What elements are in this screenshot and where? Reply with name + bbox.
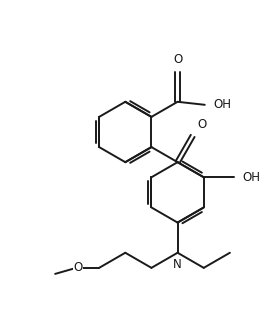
- Text: O: O: [173, 53, 182, 67]
- Text: O: O: [73, 261, 83, 274]
- Text: OH: OH: [213, 98, 231, 111]
- Text: OH: OH: [243, 171, 261, 184]
- Text: O: O: [197, 118, 206, 131]
- Text: N: N: [173, 258, 182, 271]
